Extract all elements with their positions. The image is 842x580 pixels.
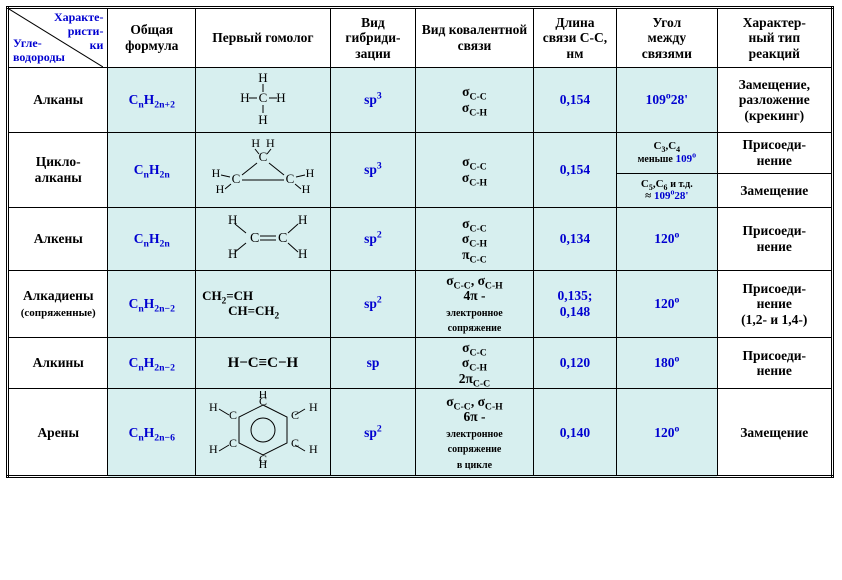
arenes-hybrid: sp2 [330, 389, 415, 477]
alkenes-bond: σC-CσC-HπC-C [416, 207, 534, 270]
svg-text:C: C [250, 231, 259, 246]
col-angle: Уголмеждусвязями [617, 8, 717, 68]
cyclo-name: Цикло-алканы [8, 132, 108, 207]
cyclo-structure: H H C C C H H H H [196, 132, 331, 207]
svg-text:H: H [258, 70, 267, 85]
svg-text:H: H [298, 246, 307, 261]
alkadienes-angle: 120o [617, 270, 717, 337]
arenes-structure: C C C C C C H H H H H H [196, 389, 331, 477]
svg-text:H: H [258, 112, 267, 126]
alkadienes-structure: CH2=CH CH=CH2 [196, 270, 331, 337]
alkenes-structure: H H C C H H [196, 207, 331, 270]
cyclo-formula: CnH2n [108, 132, 196, 207]
cyclo-angle-1: C3,C4меньше 109o [617, 132, 717, 173]
svg-text:C: C [229, 436, 237, 450]
diag-bottom: Угле-водороды [13, 37, 65, 65]
alkenes-length: 0,134 [533, 207, 616, 270]
svg-text:H: H [302, 182, 311, 196]
col-formula: Общая формула [108, 8, 196, 68]
svg-text:H: H [228, 246, 237, 261]
cyclo-bond: σC-CσC-H [416, 132, 534, 207]
alkanes-formula: CnH2n+2 [108, 68, 196, 133]
arenes-angle: 120o [617, 389, 717, 477]
col-homolog: Первый гомолог [196, 8, 331, 68]
svg-text:H: H [209, 400, 218, 414]
alkadienes-reaction: Присоеди-нение(1,2- и 1,4-) [717, 270, 832, 337]
alkanes-hybrid: sp3 [330, 68, 415, 133]
alkynes-bond: σC-CσC-H2πC-C [416, 337, 534, 389]
col-reaction: Характер-ный типреакций [717, 8, 832, 68]
alkanes-angle: 109o28' [617, 68, 717, 133]
alkanes-bond: σC-CσC-H [416, 68, 534, 133]
svg-text:H: H [240, 90, 249, 105]
cyclo-reaction-1: Присоеди-нение [717, 132, 832, 173]
svg-text:H: H [276, 90, 285, 105]
alkynes-angle: 180o [617, 337, 717, 389]
row-cycloalkanes: Цикло-алканы CnH2n H H C C C H H H H sp3… [8, 132, 833, 173]
alkanes-reaction: Замещение,разложение(крекинг) [717, 68, 832, 133]
svg-text:H: H [212, 166, 221, 180]
svg-text:C: C [229, 408, 237, 422]
header-diagonal: Характе-ристи-ки Угле-водороды [8, 8, 108, 68]
svg-text:H: H [309, 400, 318, 414]
col-bond: Вид ковалентной связи [416, 8, 534, 68]
hydrocarbons-table: Характе-ристи-ки Угле-водороды Общая фор… [6, 6, 834, 478]
col-length: Длинасвязи C-C,нм [533, 8, 616, 68]
svg-text:C: C [286, 171, 295, 186]
alkadienes-length: 0,135;0,148 [533, 270, 616, 337]
alkynes-hybrid: sp [330, 337, 415, 389]
alkenes-reaction: Присоеди-нение [717, 207, 832, 270]
alkadienes-name: Алкадиены(сопряженные) [8, 270, 108, 337]
row-alkanes: Алканы CnH2n+2 H H C H H sp3 σC-CσC-H 0,… [8, 68, 833, 133]
alkanes-length: 0,154 [533, 68, 616, 133]
arenes-length: 0,140 [533, 389, 616, 477]
svg-text:H: H [216, 182, 225, 196]
alkenes-hybrid: sp2 [330, 207, 415, 270]
svg-text:H: H [309, 442, 318, 456]
alkynes-reaction: Присоеди-нение [717, 337, 832, 389]
alkynes-length: 0,120 [533, 337, 616, 389]
svg-text:H H: H H [251, 136, 275, 150]
alkanes-name: Алканы [8, 68, 108, 133]
col-hybrid: Видгибриди-зации [330, 8, 415, 68]
row-alkadienes: Алкадиены(сопряженные) CnH2n−2 CH2=CH CH… [8, 270, 833, 337]
alkynes-structure: H−C≡C−H [196, 337, 331, 389]
svg-text:H: H [298, 212, 307, 227]
svg-text:H: H [209, 442, 218, 456]
alkenes-name: Алкены [8, 207, 108, 270]
svg-text:C: C [259, 149, 268, 164]
svg-text:H: H [259, 391, 268, 401]
svg-text:C: C [278, 231, 287, 246]
alkadienes-hybrid: sp2 [330, 270, 415, 337]
cyclo-reaction-2: Замещение [717, 173, 832, 207]
row-alkynes: Алкины CnH2n−2 H−C≡C−H sp σC-CσC-H2πC-C … [8, 337, 833, 389]
svg-text:C: C [291, 436, 299, 450]
cyclo-hybrid: sp3 [330, 132, 415, 207]
svg-text:H: H [259, 457, 268, 469]
alkynes-name: Алкины [8, 337, 108, 389]
arenes-reaction: Замещение [717, 389, 832, 477]
arenes-name: Арены [8, 389, 108, 477]
alkenes-formula: CnH2n [108, 207, 196, 270]
alkynes-formula: CnH2n−2 [108, 337, 196, 389]
cyclo-angle-2: C5,C6 и т.д.≈ 109o28' [617, 173, 717, 207]
arenes-bond: σC-C, σC-H6π -электронноесопряжениев цик… [416, 389, 534, 477]
row-arenes: Арены CnH2n−6 C C C C C C H H H H H H sp… [8, 389, 833, 477]
alkanes-structure: H H C H H [196, 68, 331, 133]
cyclo-length: 0,154 [533, 132, 616, 207]
arenes-formula: CnH2n−6 [108, 389, 196, 477]
svg-text:H: H [306, 166, 315, 180]
alkadienes-bond: σC-C, σC-H4π -электронноесопряжение [416, 270, 534, 337]
alkadienes-formula: CnH2n−2 [108, 270, 196, 337]
alkenes-angle: 120o [617, 207, 717, 270]
svg-text:C: C [259, 90, 268, 105]
row-alkenes: Алкены CnH2n H H C C H H sp2 σC-CσC-HπC-… [8, 207, 833, 270]
svg-text:C: C [232, 171, 241, 186]
